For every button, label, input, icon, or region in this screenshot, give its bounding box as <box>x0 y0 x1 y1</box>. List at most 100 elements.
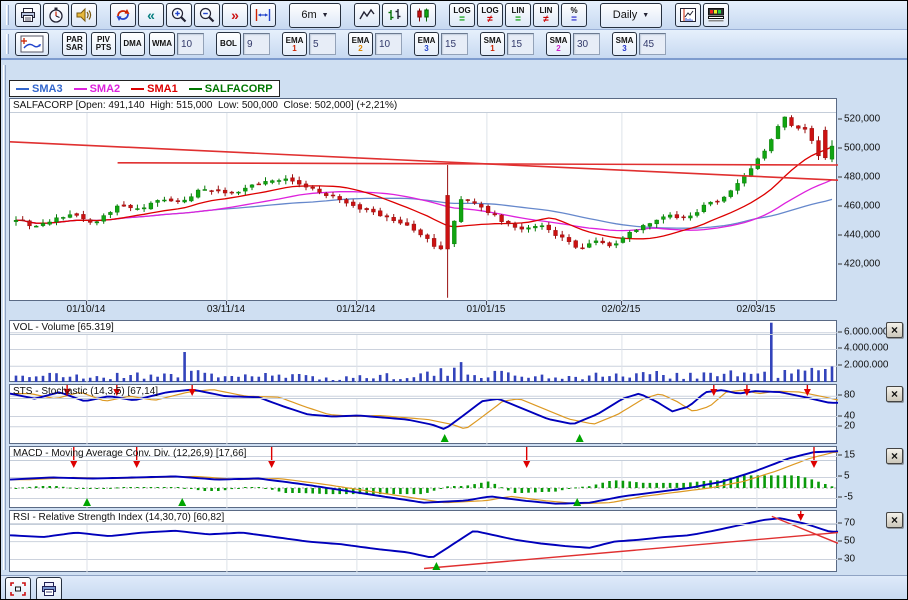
ohlc-bars-icon <box>386 7 404 23</box>
range-select[interactable]: 6m ▼ <box>289 3 341 28</box>
sma2-button[interactable]: SMA2 <box>546 32 571 56</box>
parsar-group: PARSAR <box>62 32 87 56</box>
sma3-button[interactable]: SMA3 <box>612 32 637 56</box>
ohlc-chart-type-button[interactable] <box>382 3 408 27</box>
color-settings-button[interactable] <box>703 3 729 27</box>
legend-item-salfacorp: SALFACORP <box>189 83 273 95</box>
chart-splitter[interactable] <box>3 65 6 570</box>
sma1-value-input[interactable] <box>507 33 534 55</box>
bol-button[interactable]: BOL <box>216 32 241 56</box>
legend-swatch <box>16 88 29 90</box>
period-select[interactable]: Daily ▼ <box>600 3 662 28</box>
indicator-toolbar: PARSARPIVPTSDMAWMA BOL EMA1 EMA2 EMA3 SMA1 SMA… <box>1 30 907 60</box>
zoom-out-button[interactable] <box>194 3 220 27</box>
date-label: 01/12/14 <box>337 304 376 315</box>
close-sts-panel-button[interactable]: × <box>886 386 903 402</box>
pivpts-group: PIVPTS <box>91 32 116 56</box>
zoom-in-button[interactable] <box>166 3 192 27</box>
log-notequal-operator: ≠ <box>487 15 493 24</box>
sma3-group: SMA3 <box>612 32 666 56</box>
refresh-icon <box>114 7 132 23</box>
timer-button[interactable] <box>43 3 69 27</box>
alert-sound-button[interactable] <box>71 3 97 27</box>
sma2-value-input[interactable] <box>573 33 600 55</box>
ema3-value-input[interactable] <box>441 33 468 55</box>
annotate-button[interactable] <box>15 32 49 56</box>
macd-panel: MACD - Moving Average Conv. Div. (12,26,… <box>9 446 837 508</box>
rsi-panel: RSI - Relative Strength Index (14,30,70)… <box>9 510 837 572</box>
volume-y-tick-label: 2.000.000 <box>838 360 889 371</box>
rsi-chart-canvas <box>10 511 838 573</box>
line-chart-icon <box>358 7 376 23</box>
indicator-windows-button[interactable] <box>675 3 701 27</box>
fullscreen-button[interactable] <box>5 577 31 600</box>
legend-swatch <box>189 88 202 90</box>
sma3-value-input[interactable] <box>639 33 666 55</box>
printer-icon <box>19 7 37 23</box>
price-y-tick-label: 500,000 <box>838 143 880 154</box>
range-select-value: 6m <box>301 9 316 21</box>
log-equal-button[interactable]: LOG= <box>449 3 475 27</box>
sma1-group: SMA1 <box>480 32 534 56</box>
scroll-forward-button[interactable]: » <box>222 3 248 27</box>
stochastic-chart-canvas <box>10 385 838 445</box>
ema1-value-input[interactable] <box>309 33 336 55</box>
wma-group: WMA <box>149 32 204 56</box>
legend-item-sma1: SMA1 <box>131 83 178 95</box>
bol-group: BOL <box>216 32 270 56</box>
toolbar-grip <box>6 5 9 25</box>
bol-value-input[interactable] <box>243 33 270 55</box>
price-y-tick-label: 420,000 <box>838 259 880 270</box>
indicator-buttons-group: PARSARPIVPTSDMAWMA BOL EMA1 EMA2 EMA3 SMA1 SMA… <box>62 32 678 56</box>
wma-value-input[interactable] <box>177 33 204 55</box>
price-y-tick-label: 480,000 <box>838 172 880 183</box>
legend-swatch <box>74 88 87 90</box>
ema3-button[interactable]: EMA3 <box>414 32 439 56</box>
sma1-button[interactable]: SMA1 <box>480 32 505 56</box>
date-label: 01/01/15 <box>467 304 506 315</box>
lin-notequal-button[interactable]: LIN≠ <box>533 3 559 27</box>
date-label: 03/11/14 <box>207 304 245 315</box>
ema2-button[interactable]: EMA2 <box>348 32 373 56</box>
candlestick-icon <box>414 7 432 23</box>
draw-trend-icon <box>20 35 44 53</box>
rsi-y-tick-label: 30 <box>838 554 855 565</box>
date-range-button[interactable] <box>250 3 276 27</box>
dma-button[interactable]: DMA <box>120 32 145 56</box>
close-volume-panel-button[interactable]: × <box>886 322 903 338</box>
dma-group: DMA <box>120 32 145 56</box>
macd-y-tick-label: -5 <box>838 492 853 503</box>
price-chart-panel: SALFACORP [Open: 491,140 High: 515,000 L… <box>9 98 837 301</box>
chevron-down-icon: ▼ <box>642 12 649 19</box>
price-y-tick-label: 520,000 <box>838 114 880 125</box>
lin-equal-button[interactable]: LIN= <box>505 3 531 27</box>
scale-buttons-group: LOG=LOG≠LIN=LIN≠%= <box>449 3 587 27</box>
pivpts-button[interactable]: PIVPTS <box>91 32 116 56</box>
print-chart-button[interactable] <box>36 577 62 600</box>
ema2-group: EMA2 <box>348 32 402 56</box>
print-button[interactable] <box>15 3 41 27</box>
sts-y-tick-label: 20 <box>838 421 855 432</box>
lin-notequal-operator: ≠ <box>543 15 549 24</box>
close-rsi-panel-button[interactable]: × <box>886 512 903 528</box>
date-label: 01/10/14 <box>67 304 106 315</box>
ema2-value-input[interactable] <box>375 33 402 55</box>
ema3-group: EMA3 <box>414 32 468 56</box>
candlestick-chart-type-button[interactable] <box>410 3 436 27</box>
parsar-button[interactable]: PARSAR <box>62 32 87 56</box>
scroll-back-button[interactable]: « <box>138 3 164 27</box>
price-chart-canvas <box>10 99 838 302</box>
line-chart-type-button[interactable] <box>354 3 380 27</box>
macd-chart-canvas <box>10 447 838 509</box>
stochastic-panel: STS - Stochastic (14,3,5) [67,14] <box>9 384 837 444</box>
rsi-y-tick-label: 50 <box>838 536 855 547</box>
wma-button[interactable]: WMA <box>149 32 175 56</box>
percent-scale-button[interactable]: %= <box>561 3 587 27</box>
date-label: 02/03/15 <box>737 304 776 315</box>
zoom-out-icon <box>198 7 216 23</box>
log-notequal-button[interactable]: LOG≠ <box>477 3 503 27</box>
ema1-button[interactable]: EMA1 <box>282 32 307 56</box>
refresh-button[interactable] <box>110 3 136 27</box>
close-macd-panel-button[interactable]: × <box>886 448 903 464</box>
period-select-value: Daily <box>613 9 637 21</box>
